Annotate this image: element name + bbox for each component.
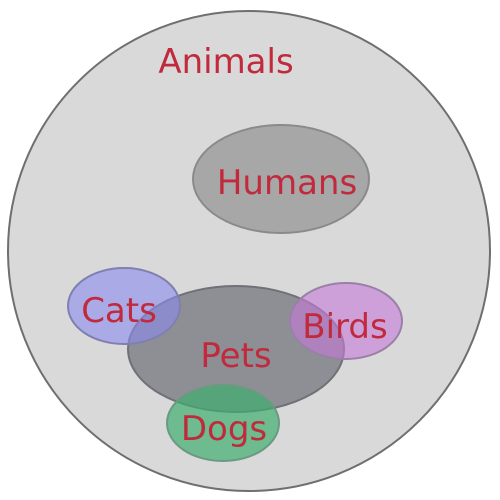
dogs-label: Dogs	[181, 409, 267, 449]
dogs-set	[166, 384, 280, 462]
cats-label: Cats	[81, 291, 157, 331]
humans-label: Humans	[217, 163, 357, 203]
birds-set	[289, 282, 403, 360]
humans-set	[192, 124, 370, 234]
animals-label: Animals	[158, 42, 293, 82]
animals-set	[7, 10, 491, 492]
pets-label: Pets	[200, 336, 271, 376]
cats-set	[67, 267, 181, 345]
birds-label: Birds	[302, 307, 387, 347]
